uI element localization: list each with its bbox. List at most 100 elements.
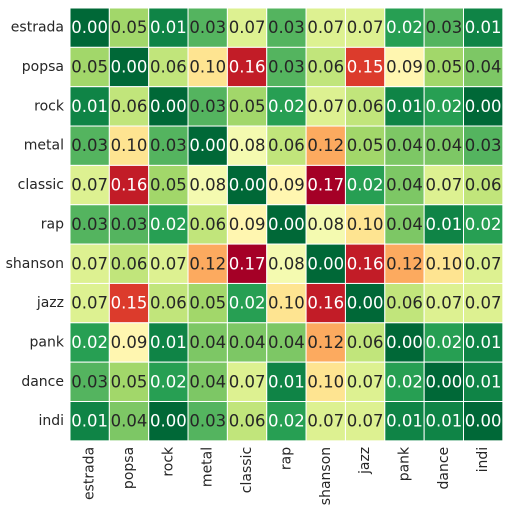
y-tick-label-dance: dance bbox=[21, 374, 64, 390]
cell-value-label: 0.04 bbox=[189, 333, 226, 352]
heatmap-cell-metal-rock bbox=[148, 125, 189, 166]
cell-value-label: 0.06 bbox=[347, 97, 384, 116]
y-tick-label-estrada: estrada bbox=[11, 20, 64, 36]
heatmap-cell-shanson-dance bbox=[423, 243, 464, 284]
heatmap-cell-shanson-rock bbox=[148, 243, 189, 284]
cell-value-label: 0.16 bbox=[111, 176, 148, 195]
cell-value-label: 0.10 bbox=[307, 372, 344, 391]
cell-value-label: 0.04 bbox=[386, 136, 423, 155]
heatmap-cell-pank-estrada bbox=[69, 322, 110, 363]
cell-value-label: 0.00 bbox=[150, 97, 187, 116]
cell-value-label: 0.05 bbox=[150, 176, 187, 195]
cell-value-label: 0.15 bbox=[111, 294, 148, 313]
heatmap-cell-rock-pank bbox=[384, 86, 425, 127]
heatmap-cell-pank-jazz bbox=[344, 322, 386, 363]
heatmap-cell-dance-rap bbox=[266, 361, 307, 402]
y-tick-label-pank: pank bbox=[30, 334, 65, 350]
cell-value-label: 0.00 bbox=[425, 372, 462, 391]
cell-value-label: 0.00 bbox=[465, 412, 502, 431]
cell-value-label: 0.01 bbox=[71, 412, 108, 431]
cell-value-label: 0.07 bbox=[229, 372, 266, 391]
heatmap-cell-pank-pank bbox=[384, 322, 425, 363]
heatmap-cell-estrada-estrada bbox=[69, 7, 110, 48]
heatmap-cell-jazz-jazz bbox=[344, 282, 386, 324]
cell-value-label: 0.02 bbox=[347, 176, 384, 195]
cell-value-label: 0.06 bbox=[386, 294, 423, 313]
heatmap-cell-classic-metal bbox=[187, 164, 228, 206]
cell-value-label: 0.00 bbox=[189, 136, 226, 155]
cell-value-label: 0.07 bbox=[465, 254, 502, 273]
heatmap-cell-pank-indi bbox=[463, 322, 504, 363]
cell-value-label: 0.04 bbox=[111, 412, 148, 431]
cell-value-label: 0.07 bbox=[71, 254, 108, 273]
cell-value-label: 0.01 bbox=[465, 18, 502, 37]
heatmap-cell-shanson-pank bbox=[384, 243, 425, 284]
x-tick-label-shanson: shanson bbox=[318, 447, 334, 505]
cell-value-label: 0.01 bbox=[386, 412, 423, 431]
cell-value-label: 0.04 bbox=[268, 333, 305, 352]
cell-value-label: 0.03 bbox=[71, 136, 108, 155]
heatmap-cell-indi-indi bbox=[463, 401, 504, 442]
heatmap-cell-classic-shanson bbox=[305, 164, 346, 206]
heatmap-cell-pank-dance bbox=[423, 322, 464, 363]
heatmap-cell-popsa-indi bbox=[463, 46, 504, 88]
cell-value-label: 0.08 bbox=[307, 215, 344, 234]
cell-value-label: 0.03 bbox=[425, 18, 462, 37]
cell-value-label: 0.10 bbox=[268, 294, 305, 313]
cell-value-label: 0.07 bbox=[465, 294, 502, 313]
cell-value-label: 0.07 bbox=[425, 176, 462, 195]
heatmap-cell-jazz-rap bbox=[266, 282, 307, 324]
cell-value-label: 0.03 bbox=[189, 412, 226, 431]
cell-value-label: 0.06 bbox=[307, 58, 344, 77]
cell-value-label: 0.07 bbox=[307, 18, 344, 37]
cell-value-label: 0.05 bbox=[111, 372, 148, 391]
cell-value-label: 0.03 bbox=[189, 97, 226, 116]
cell-value-label: 0.00 bbox=[150, 412, 187, 431]
x-tick-label-indi: indi bbox=[475, 447, 491, 473]
heatmap-cell-classic-rap bbox=[266, 164, 307, 206]
cell-value-label: 0.01 bbox=[465, 372, 502, 391]
heatmap-cell-classic-estrada bbox=[69, 164, 110, 206]
heatmap-cell-popsa-jazz bbox=[344, 46, 386, 88]
cell-value-label: 0.09 bbox=[386, 58, 423, 77]
x-tick-label-dance: dance bbox=[436, 447, 452, 490]
cell-value-label: 0.06 bbox=[150, 58, 187, 77]
heatmap-cell-rock-shanson bbox=[305, 86, 346, 127]
x-tick-label-metal: metal bbox=[200, 447, 216, 487]
cell-value-label: 0.02 bbox=[386, 18, 423, 37]
heatmap-cell-jazz-popsa bbox=[108, 282, 150, 324]
cell-value-label: 0.04 bbox=[386, 215, 423, 234]
cell-value-label: 0.16 bbox=[347, 254, 384, 273]
cell-value-label: 0.02 bbox=[268, 412, 305, 431]
heatmap-cell-shanson-rap bbox=[266, 243, 307, 284]
y-tick-label-shanson: shanson bbox=[6, 256, 64, 272]
heatmap-cell-estrada-jazz bbox=[344, 7, 386, 48]
cell-value-label: 0.06 bbox=[189, 215, 226, 234]
cell-value-label: 0.10 bbox=[347, 215, 384, 234]
heatmap-cell-jazz-metal bbox=[187, 282, 228, 324]
cell-value-label: 0.00 bbox=[307, 254, 344, 273]
heatmap-cell-rock-estrada bbox=[69, 86, 110, 127]
y-tick-label-classic: classic bbox=[18, 177, 64, 193]
cell-value-label: 0.10 bbox=[189, 58, 226, 77]
heatmap-cell-shanson-indi bbox=[463, 243, 504, 284]
cell-value-label: 0.02 bbox=[386, 372, 423, 391]
cell-value-label: 0.01 bbox=[268, 372, 305, 391]
cell-value-label: 0.02 bbox=[150, 372, 187, 391]
cell-value-label: 0.07 bbox=[229, 18, 266, 37]
cell-value-label: 0.01 bbox=[465, 333, 502, 352]
y-tick-label-rock: rock bbox=[34, 98, 65, 114]
heatmap-cell-shanson-metal bbox=[187, 243, 228, 284]
cell-value-label: 0.07 bbox=[71, 176, 108, 195]
heatmap-cell-indi-rap bbox=[266, 401, 307, 442]
cell-value-label: 0.03 bbox=[268, 58, 305, 77]
cell-value-label: 0.00 bbox=[229, 176, 266, 195]
heatmap-cell-jazz-dance bbox=[423, 282, 464, 324]
cell-value-label: 0.05 bbox=[229, 97, 266, 116]
heatmap-cell-indi-popsa bbox=[108, 401, 150, 442]
heatmap-cell-classic-popsa bbox=[108, 164, 150, 206]
cell-value-label: 0.09 bbox=[268, 176, 305, 195]
cell-value-label: 0.05 bbox=[111, 18, 148, 37]
cell-value-label: 0.07 bbox=[425, 294, 462, 313]
x-tick-label-popsa: popsa bbox=[121, 447, 137, 489]
